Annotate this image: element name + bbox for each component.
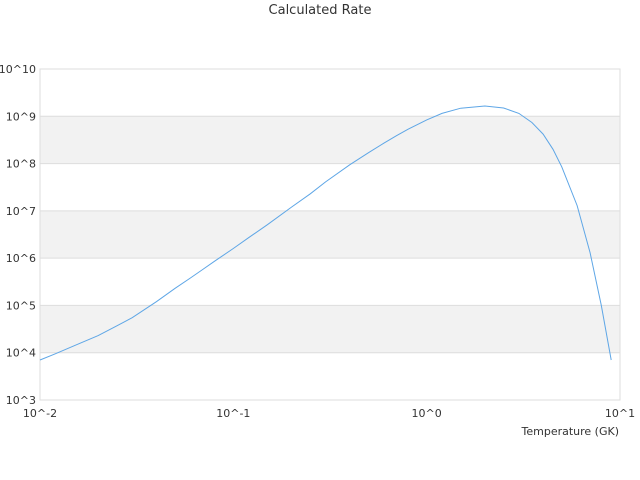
y-tick-label: 10^7 — [6, 205, 36, 218]
plot-border — [39, 68, 621, 401]
y-axis-ticks: 10^3 10^4 10^5 10^6 10^7 10^8 10^9 10^10 — [0, 63, 36, 407]
x-tick-label: 10^-1 — [216, 407, 250, 420]
y-tick-label: 10^5 — [6, 299, 36, 312]
y-tick-label: 10^10 — [0, 63, 36, 76]
chart-title: Calculated Rate — [268, 3, 372, 18]
y-tick-label: 10^6 — [6, 252, 36, 265]
y-tick-label: 10^8 — [6, 158, 36, 171]
series-layer — [39, 105, 612, 361]
x-tick-label: 10^1 — [605, 407, 635, 420]
grid-band — [40, 116, 620, 164]
y-tick-label: 10^3 — [6, 394, 36, 407]
x-axis-title: Temperature (GK) — [521, 425, 620, 438]
grid-lines — [40, 115, 620, 354]
x-tick-label: 10^-2 — [23, 407, 57, 420]
x-tick-label: 10^0 — [412, 407, 442, 420]
y-tick-label: 10^9 — [6, 110, 36, 123]
x-axis-ticks: 10^-2 10^-1 10^0 10^1 — [23, 407, 635, 420]
grid-bands — [40, 116, 620, 353]
grid-band — [40, 210, 620, 259]
series-line — [39, 105, 612, 361]
y-tick-label: 10^4 — [6, 347, 36, 360]
grid-band — [40, 305, 620, 353]
